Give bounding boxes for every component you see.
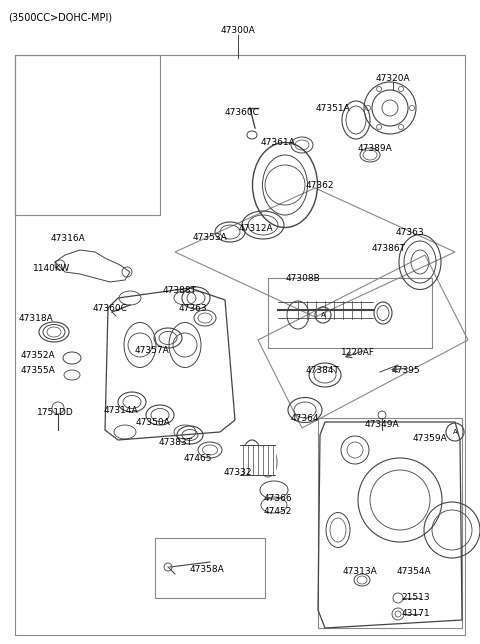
Text: 47366: 47366 [264, 493, 292, 502]
Text: 47350A: 47350A [136, 417, 170, 426]
Text: 47349A: 47349A [365, 419, 399, 428]
Text: 47316A: 47316A [50, 234, 85, 243]
Text: 47362: 47362 [306, 180, 334, 189]
Text: A: A [321, 312, 325, 318]
Text: 47364: 47364 [291, 413, 319, 422]
Text: 47354A: 47354A [396, 567, 432, 576]
Text: 43171: 43171 [402, 609, 430, 618]
Text: 47318A: 47318A [19, 314, 53, 323]
Text: (3500CC>DOHC-MPI): (3500CC>DOHC-MPI) [8, 12, 112, 22]
Text: 47312A: 47312A [239, 223, 273, 232]
Text: 47363: 47363 [179, 303, 207, 312]
Text: 47314A: 47314A [104, 406, 138, 415]
Text: 47357A: 47357A [134, 345, 169, 354]
Text: 47353A: 47353A [192, 232, 228, 242]
Text: 1140KW: 1140KW [34, 263, 71, 272]
Text: 47355A: 47355A [21, 366, 55, 375]
Text: 47360C: 47360C [93, 303, 127, 312]
Text: 47363: 47363 [396, 227, 424, 236]
Text: 1751DD: 1751DD [36, 408, 73, 417]
Text: 47300A: 47300A [221, 26, 255, 35]
Text: A: A [453, 429, 457, 435]
Text: 47352A: 47352A [21, 350, 55, 359]
Text: 47386T: 47386T [372, 243, 406, 252]
Text: 47361A: 47361A [261, 138, 295, 146]
Text: 47395: 47395 [392, 366, 420, 375]
Text: 47384T: 47384T [305, 366, 339, 375]
Text: 47360C: 47360C [225, 108, 259, 117]
Text: 47383T: 47383T [159, 437, 193, 446]
Text: 47320A: 47320A [376, 73, 410, 82]
Text: 47313A: 47313A [343, 567, 377, 576]
Text: 47358A: 47358A [190, 565, 224, 574]
Text: 47452: 47452 [264, 507, 292, 516]
Text: 47359A: 47359A [413, 433, 447, 442]
Text: 1220AF: 1220AF [341, 348, 375, 357]
Text: 47388T: 47388T [163, 285, 197, 294]
Text: 47351A: 47351A [316, 104, 350, 113]
Text: 47389A: 47389A [358, 144, 392, 153]
Text: 47308B: 47308B [286, 274, 320, 283]
Text: 47332: 47332 [224, 468, 252, 477]
Text: 21513: 21513 [402, 594, 430, 603]
Text: 47465: 47465 [184, 453, 212, 462]
